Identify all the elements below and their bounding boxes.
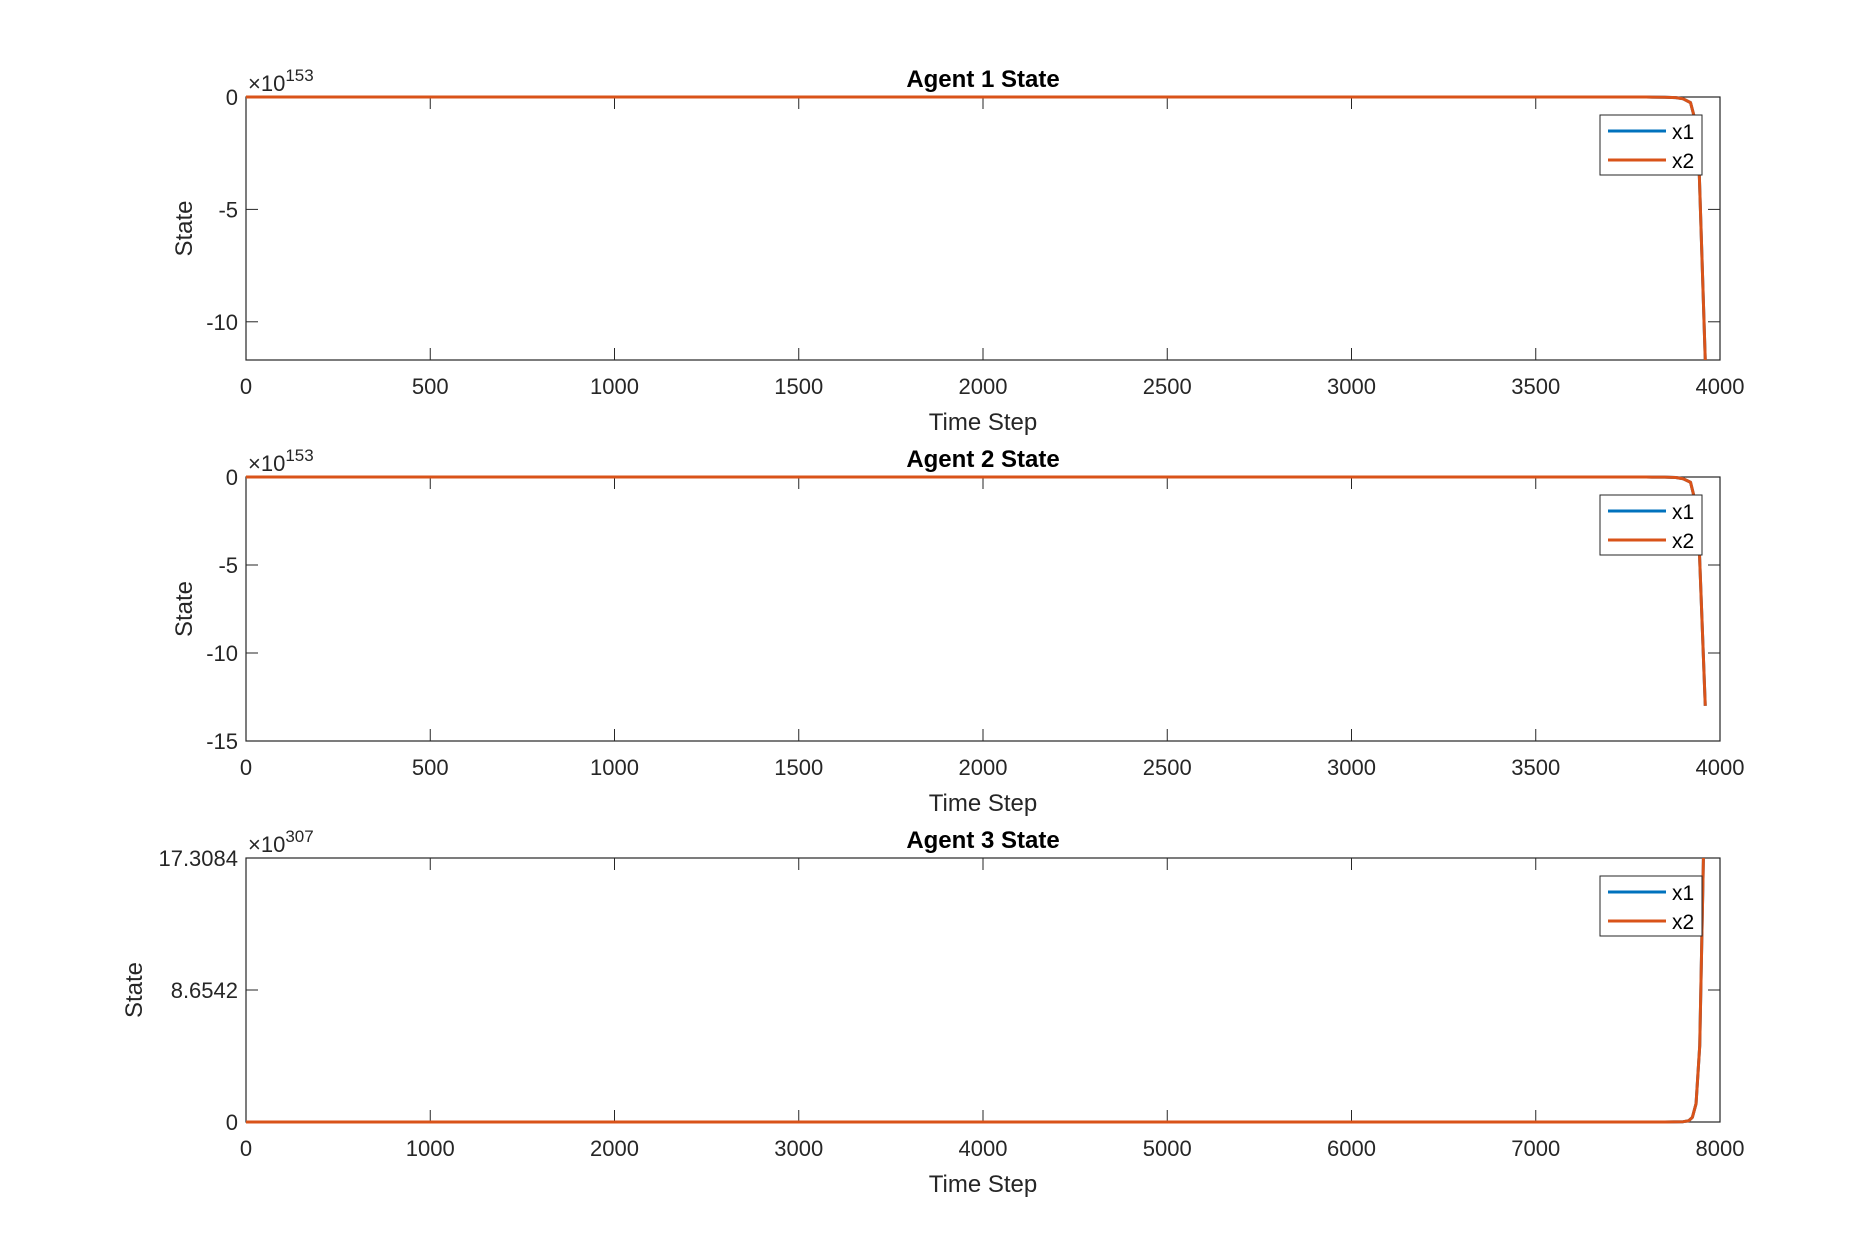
chart-3-ytick-label-2: 17.3084: [158, 846, 238, 871]
chart-3-xtick-label-5: 5000: [1143, 1136, 1192, 1161]
chart-3-xtick-label-6: 6000: [1327, 1136, 1376, 1161]
chart-1-xtick-label-6: 3000: [1327, 374, 1376, 399]
chart-2-exponent-label: ×10153: [248, 446, 314, 476]
chart-1-xtick-label-3: 1500: [774, 374, 823, 399]
chart-2-xtick-label-6: 3000: [1327, 755, 1376, 780]
chart-1-xtick-label-4: 2000: [959, 374, 1008, 399]
chart-2: 0 500 1000 1500 2000 2500 3000 3500 4000 0 -5 -10 -1…: [171, 446, 1744, 817]
chart-1-xtick-label-2: 1000: [590, 374, 639, 399]
chart-3-title: Agent 3 State: [906, 827, 1059, 854]
chart-3-legend-label-x2: x2: [1672, 911, 1694, 934]
chart-1-exponent-label: ×10153: [248, 66, 314, 96]
chart-3-ytick-label-1: 8.6542: [171, 978, 238, 1003]
chart-3-ytick-label-0: 0: [226, 1110, 238, 1135]
chart-2-ytick-label-1: -5: [218, 553, 238, 578]
chart-3: 0 1000 2000 3000 4000 5000 6000 7000 8000 0 8.6542…: [121, 827, 1744, 1198]
chart-3-xtick-label-2: 2000: [590, 1136, 639, 1161]
chart-2-xtick-label-1: 500: [412, 755, 449, 780]
chart-1-xtick-label-5: 2500: [1143, 374, 1192, 399]
chart-3-legend-box: [1599, 875, 1703, 937]
chart-1-ytick-label-2: -10: [206, 310, 238, 335]
chart-2-title: Agent 2 State: [906, 446, 1059, 473]
chart-3-series-x2: [246, 857, 1705, 1124]
chart-2-xtick-label-0: 0: [240, 755, 252, 780]
chart-3-xtick-label-3: 3000: [774, 1136, 823, 1161]
chart-2-xlabel: Time Step: [929, 790, 1037, 817]
chart-3-xtick-label-0: 0: [240, 1136, 252, 1161]
chart-1: 0 500 1000 1500 2000 2500 3000 3500 4000 0 -5 -10 Ag…: [171, 66, 1744, 436]
chart-1-series-x2: [246, 95, 1707, 361]
chart-1-xtick-label-1: 500: [412, 374, 449, 399]
chart-1-plot-area: [245, 96, 1721, 361]
chart-3-xlabel: Time Step: [929, 1171, 1037, 1198]
chart-1-ylabel: State: [171, 200, 198, 256]
chart-1-xlabel: Time Step: [929, 409, 1037, 436]
chart-2-series-x2: [246, 475, 1707, 706]
chart-2-ytick-label-3: -15: [206, 729, 238, 754]
chart-3-legend-label-x1: x1: [1672, 882, 1694, 905]
chart-3-xtick-label-1: 1000: [406, 1136, 455, 1161]
chart-2-ytick-label-2: -10: [206, 641, 238, 666]
chart-2-xtick-label-8: 4000: [1696, 755, 1745, 780]
chart-2-ylabel: State: [171, 581, 198, 637]
chart-1-ytick-label-1: -5: [218, 197, 238, 222]
chart-2-xtick-label-7: 3500: [1511, 755, 1560, 780]
chart-1-ytick-label-0: 0: [226, 85, 238, 110]
chart-3-plot-area: [245, 857, 1721, 1123]
chart-2-ytick-label-0: 0: [226, 465, 238, 490]
chart-1-legend-label-x1: x1: [1672, 121, 1694, 144]
chart-2-plot-area: [245, 476, 1721, 742]
chart-2-legend-label-x2: x2: [1672, 530, 1694, 553]
chart-3-exponent-label: ×10307: [248, 827, 314, 857]
chart-1-xtick-label-7: 3500: [1511, 374, 1560, 399]
chart-3-xtick-label-4: 4000: [959, 1136, 1008, 1161]
chart-2-xtick-label-3: 1500: [774, 755, 823, 780]
chart-3-xtick-label-8: 8000: [1696, 1136, 1745, 1161]
chart-1-xtick-label-0: 0: [240, 374, 252, 399]
chart-2-legend-box: [1599, 494, 1703, 556]
chart-1-xtick-label-8: 4000: [1696, 374, 1745, 399]
chart-1-legend-box: [1599, 114, 1703, 176]
chart-2-legend-label-x1: x1: [1672, 501, 1694, 524]
chart-2-xtick-label-2: 1000: [590, 755, 639, 780]
chart-1-legend-label-x2: x2: [1672, 150, 1694, 173]
chart-2-xtick-label-5: 2500: [1143, 755, 1192, 780]
chart-2-xtick-label-4: 2000: [959, 755, 1008, 780]
chart-3-xtick-label-7: 7000: [1511, 1136, 1560, 1161]
chart-1-title: Agent 1 State: [906, 66, 1059, 93]
chart-3-ylabel: State: [121, 962, 148, 1018]
